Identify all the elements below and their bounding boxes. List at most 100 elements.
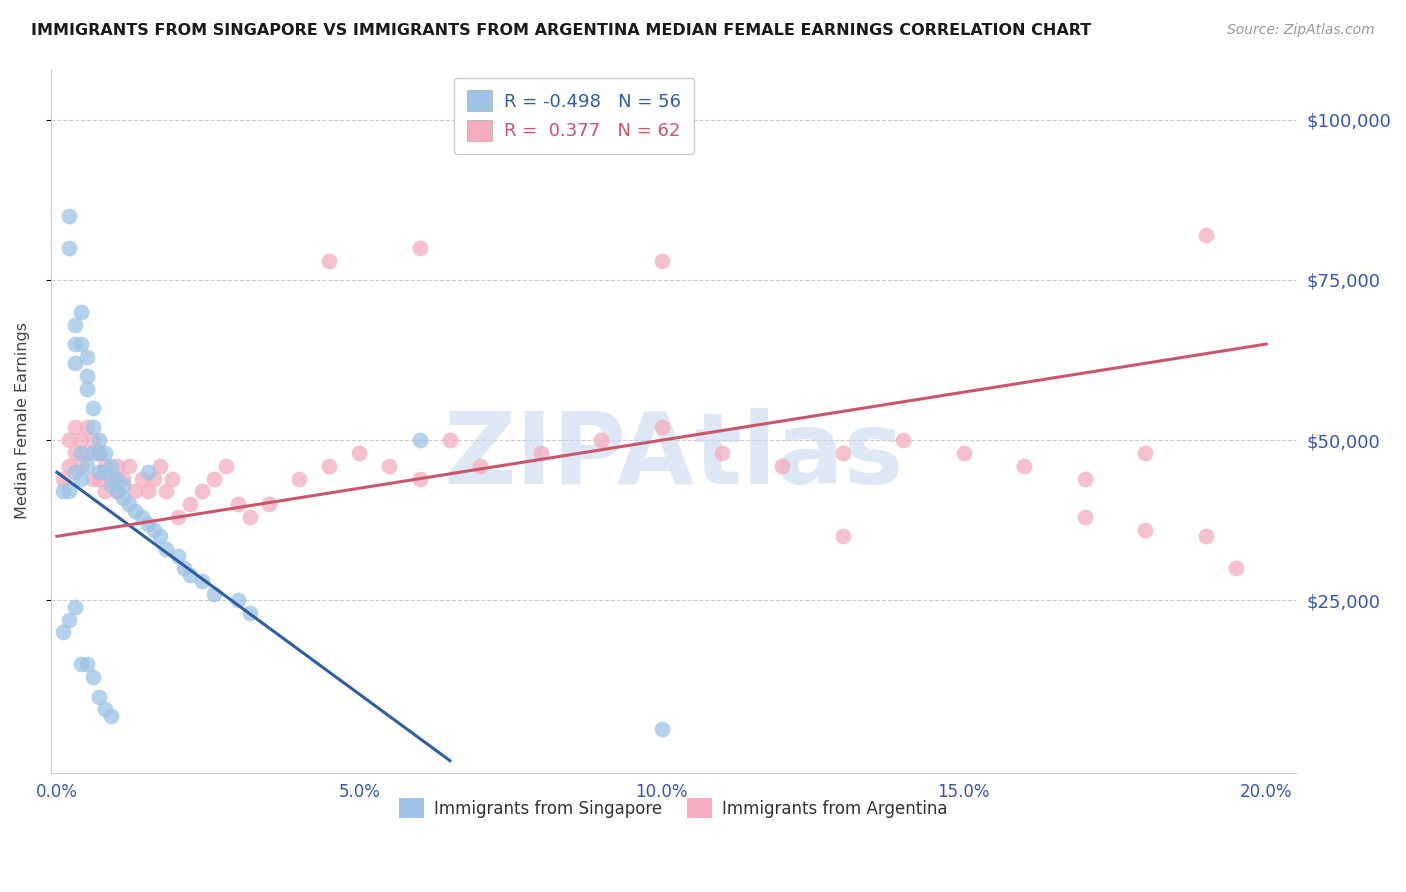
Text: Source: ZipAtlas.com: Source: ZipAtlas.com: [1227, 23, 1375, 37]
Point: [94, 446, 117, 460]
Point: [1135, 523, 1157, 537]
Point: [439, 433, 461, 447]
Point: [52, 625, 75, 640]
Point: [82, 446, 104, 460]
Point: [772, 458, 794, 473]
Point: [70, 305, 93, 319]
Point: [179, 567, 201, 582]
Point: [149, 458, 172, 473]
Point: [70, 472, 93, 486]
Point: [63, 599, 86, 614]
Point: [70, 458, 93, 473]
Point: [257, 497, 280, 511]
Point: [408, 241, 430, 255]
Point: [82, 472, 104, 486]
Point: [832, 446, 855, 460]
Point: [832, 529, 855, 543]
Point: [63, 337, 86, 351]
Point: [408, 433, 430, 447]
Point: [173, 561, 195, 575]
Point: [1074, 472, 1097, 486]
Point: [70, 446, 93, 460]
Point: [94, 484, 117, 499]
Point: [651, 420, 673, 434]
Point: [215, 458, 238, 473]
Point: [239, 510, 262, 524]
Text: IMMIGRANTS FROM SINGAPORE VS IMMIGRANTS FROM ARGENTINA MEDIAN FEMALE EARNINGS CO: IMMIGRANTS FROM SINGAPORE VS IMMIGRANTS …: [31, 23, 1091, 38]
Legend: Immigrants from Singapore, Immigrants from Argentina: Immigrants from Singapore, Immigrants fr…: [392, 791, 955, 825]
Point: [136, 516, 159, 531]
Point: [70, 337, 93, 351]
Point: [76, 382, 98, 396]
Point: [202, 472, 225, 486]
Point: [226, 593, 249, 607]
Point: [131, 510, 153, 524]
Point: [58, 458, 80, 473]
Point: [287, 472, 309, 486]
Point: [118, 458, 141, 473]
Point: [89, 690, 111, 704]
Point: [89, 433, 111, 447]
Point: [1135, 446, 1157, 460]
Point: [651, 722, 673, 736]
Point: [202, 587, 225, 601]
Point: [191, 484, 214, 499]
Point: [1225, 561, 1247, 575]
Point: [711, 446, 734, 460]
Point: [166, 549, 188, 563]
Point: [100, 458, 122, 473]
Point: [63, 420, 86, 434]
Point: [52, 472, 75, 486]
Point: [239, 606, 262, 620]
Point: [58, 484, 80, 499]
Point: [58, 433, 80, 447]
Point: [112, 491, 135, 505]
Point: [105, 484, 128, 499]
Point: [82, 433, 104, 447]
Point: [76, 350, 98, 364]
Point: [58, 209, 80, 223]
Point: [63, 356, 86, 370]
Point: [82, 401, 104, 416]
Point: [136, 484, 159, 499]
Point: [142, 523, 165, 537]
Point: [76, 458, 98, 473]
Point: [191, 574, 214, 589]
Point: [100, 708, 122, 723]
Point: [70, 657, 93, 672]
Point: [131, 472, 153, 486]
Point: [63, 465, 86, 479]
Point: [124, 504, 146, 518]
Point: [468, 458, 491, 473]
Point: [76, 420, 98, 434]
Point: [118, 497, 141, 511]
Point: [408, 472, 430, 486]
Point: [105, 484, 128, 499]
Point: [89, 465, 111, 479]
Point: [94, 458, 117, 473]
Point: [52, 484, 75, 499]
Point: [893, 433, 915, 447]
Point: [89, 446, 111, 460]
Point: [63, 446, 86, 460]
Point: [1195, 228, 1218, 243]
Point: [76, 446, 98, 460]
Point: [112, 478, 135, 492]
Point: [89, 472, 111, 486]
Point: [589, 433, 612, 447]
Point: [100, 472, 122, 486]
Point: [94, 465, 117, 479]
Point: [105, 472, 128, 486]
Point: [100, 478, 122, 492]
Point: [155, 542, 177, 557]
Point: [166, 510, 188, 524]
Point: [142, 472, 165, 486]
Point: [318, 253, 340, 268]
Point: [124, 484, 146, 499]
Point: [58, 613, 80, 627]
Point: [953, 446, 976, 460]
Point: [82, 670, 104, 684]
Point: [1195, 529, 1218, 543]
Point: [179, 497, 201, 511]
Point: [105, 458, 128, 473]
